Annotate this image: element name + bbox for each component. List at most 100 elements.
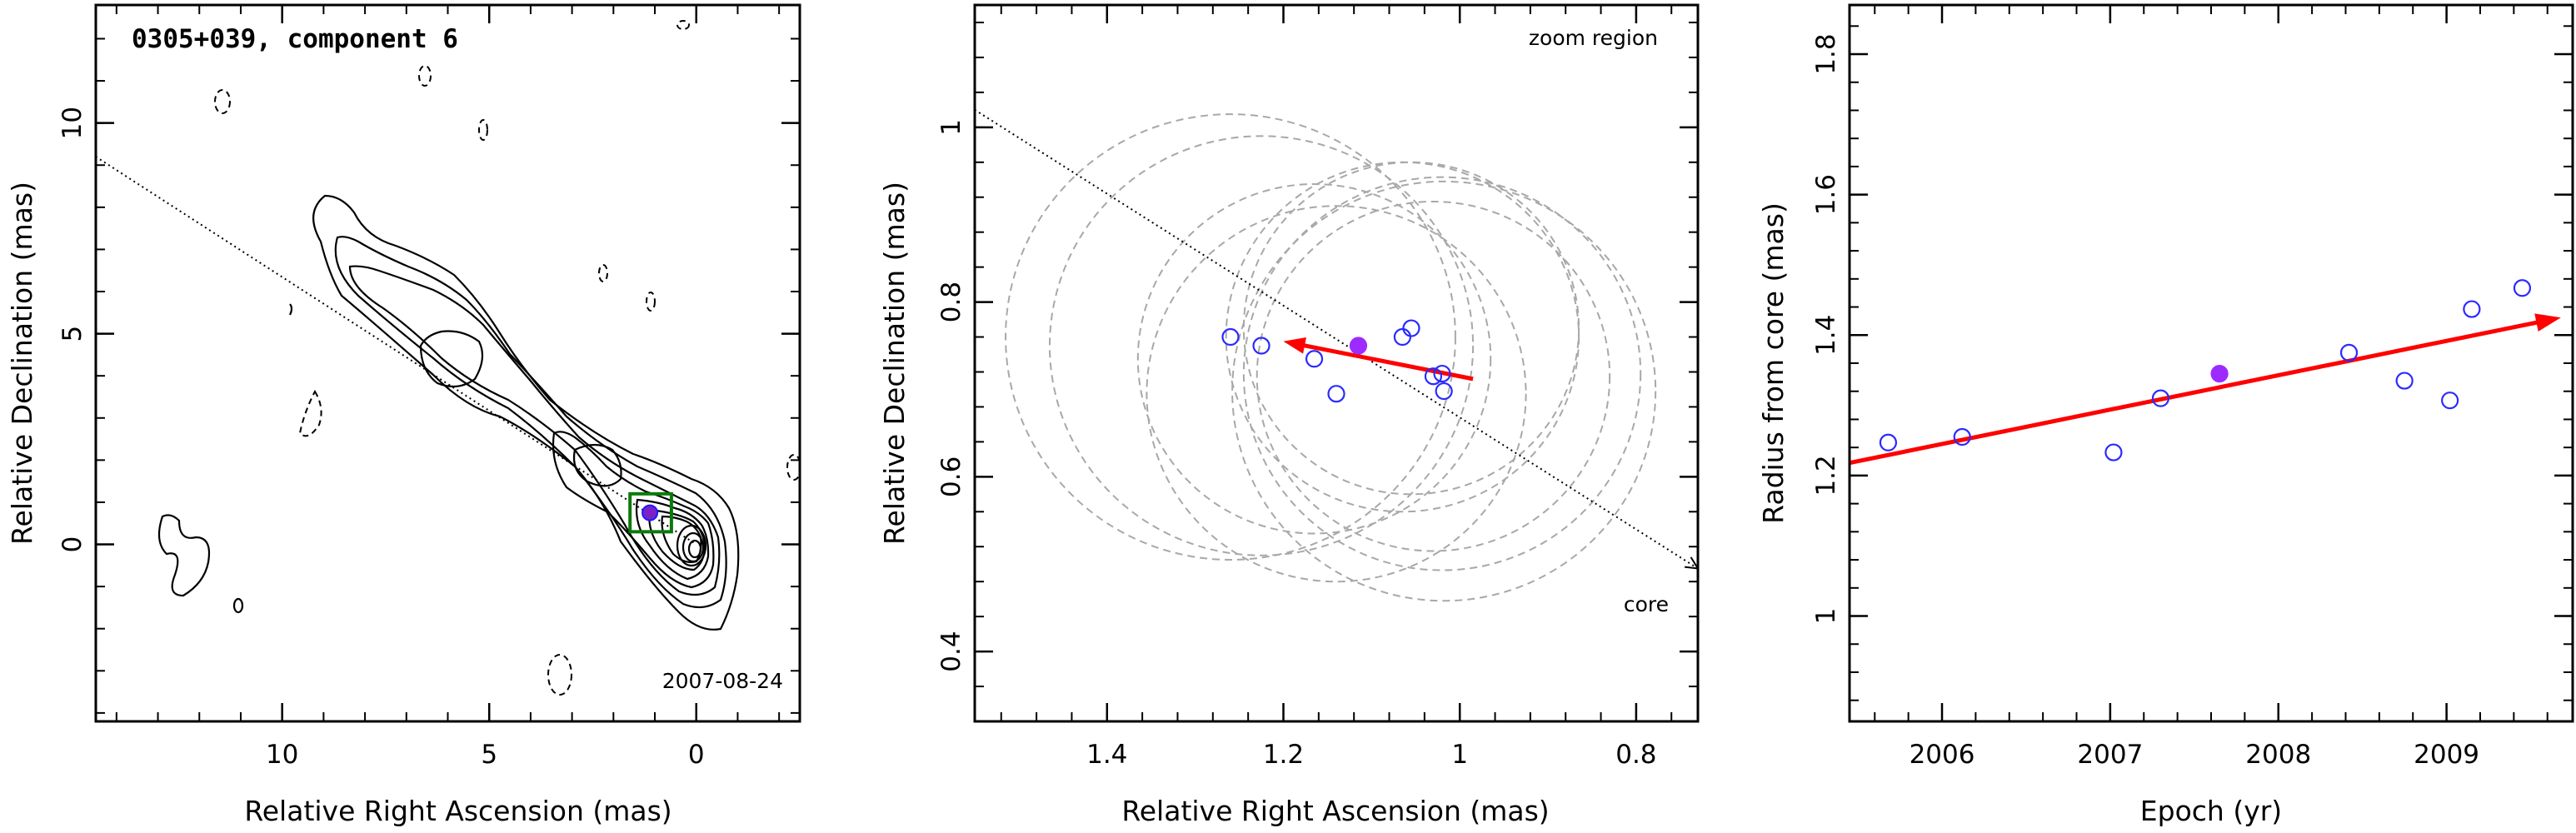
radius-epoch-point bbox=[1953, 427, 1971, 446]
core-direction-arrowhead bbox=[1684, 556, 1698, 570]
contour-core-2 bbox=[681, 531, 705, 563]
contour-map-xlabel: Relative Right Ascension (mas) bbox=[244, 795, 671, 827]
beam-circle bbox=[1005, 113, 1456, 561]
radius-epoch-ytick-label: 1.2 bbox=[1811, 455, 1841, 496]
radius-epoch-xlabel: Epoch (yr) bbox=[2140, 795, 2282, 827]
zoom-panel-xtick-label: 0.8 bbox=[1615, 740, 1656, 770]
radius-epoch-point bbox=[2104, 443, 2123, 461]
radius-epoch-point bbox=[1879, 433, 1898, 451]
zoom-panel-point bbox=[1252, 337, 1271, 355]
motion-vector-arrowhead bbox=[1283, 337, 1306, 354]
radius-epoch-point bbox=[2441, 392, 2459, 410]
contour-map-ytick-label: 0 bbox=[57, 536, 87, 553]
radius-epoch-point bbox=[2395, 372, 2414, 390]
zoom-region-annotation: zoom region bbox=[1529, 26, 1658, 50]
zoom-panel-point bbox=[1435, 382, 1453, 401]
radius-epoch-point bbox=[2513, 279, 2532, 297]
radius-epoch-ylabel: Radius from core (mas) bbox=[1757, 202, 1790, 524]
zoom-panel-point bbox=[1305, 350, 1324, 368]
contour-core-1 bbox=[676, 524, 707, 567]
contour-map-panel: 10 5 0 0 5 10 bbox=[6, 3, 801, 827]
neg-contour-9 bbox=[676, 20, 690, 30]
zoom-panel-point bbox=[1393, 327, 1411, 347]
radius-epoch-point bbox=[2151, 389, 2170, 407]
beam-circle bbox=[1231, 180, 1657, 602]
contour-level-2 bbox=[334, 236, 727, 609]
contour-level-4 bbox=[419, 330, 484, 388]
neg-contour-5 bbox=[646, 292, 656, 312]
contour-map-xtick-label: 10 bbox=[266, 740, 298, 770]
radius-epoch-xtick-label: 2007 bbox=[2077, 740, 2143, 770]
neg-contour-2 bbox=[418, 65, 432, 87]
contour-map-ylabel: Relative Declination (mas) bbox=[6, 182, 38, 545]
beam-circle bbox=[1256, 200, 1611, 552]
radius-fit-arrowhead bbox=[2534, 313, 2561, 332]
radius-epoch-ytick-label: 1.6 bbox=[1811, 174, 1841, 215]
contour-level-1 bbox=[312, 194, 740, 631]
zoom-panel-xtick-label: 1.4 bbox=[1086, 740, 1127, 770]
zoom-panel-ytick-label: 0.4 bbox=[936, 631, 966, 671]
motion-vector-arrow bbox=[1297, 342, 1474, 382]
contour-small-1 bbox=[157, 514, 211, 597]
radius-epoch-panel: 2006 2007 2008 2009 1 1.2 1.4 1.6 1.8 Epoch (yr)… bbox=[1757, 3, 2574, 827]
neg-contour-1 bbox=[214, 89, 231, 114]
zoom-panel-xtick-label: 1.2 bbox=[1263, 740, 1304, 770]
contour-map-ticks: 10 5 0 0 5 10 bbox=[57, 5, 800, 770]
neg-contour-7 bbox=[786, 454, 800, 481]
contour-level-5 bbox=[552, 431, 715, 589]
radius-epoch-ticks: 2006 2007 2008 2009 1 1.2 1.4 1.6 1.8 bbox=[1811, 5, 2573, 770]
beam-circle bbox=[1242, 176, 1642, 571]
radius-epoch-point bbox=[2463, 300, 2481, 318]
radius-epoch-ytick-label: 1.8 bbox=[1811, 33, 1841, 74]
contour-map-xtick-label: 0 bbox=[688, 740, 705, 770]
core-label: core bbox=[1624, 592, 1669, 616]
radius-points bbox=[1879, 279, 2532, 461]
zoom-panel-xtick-label: 1 bbox=[1451, 740, 1468, 770]
contour-map-xtick-label: 5 bbox=[481, 740, 497, 770]
contour-map-frame bbox=[94, 3, 801, 723]
beam-circle bbox=[1048, 135, 1475, 556]
position-points bbox=[1221, 319, 1453, 403]
zoom-panel-ytick-label: 0.6 bbox=[936, 456, 966, 497]
radius-epoch-xtick-label: 2009 bbox=[2414, 740, 2479, 770]
radius-epoch-ytick-label: 1 bbox=[1811, 608, 1841, 625]
radius-fit-arrow bbox=[1850, 319, 2544, 466]
radius-epoch-point bbox=[2339, 343, 2359, 362]
zoom-panel-ytick-label: 1 bbox=[936, 119, 966, 136]
jet-direction-line bbox=[96, 156, 697, 546]
zoom-panel-point bbox=[1327, 385, 1345, 403]
radius-epoch-frame bbox=[1848, 3, 2574, 723]
neg-contour-6 bbox=[298, 389, 322, 437]
zoom-panel-highlight-point bbox=[1349, 337, 1368, 355]
neg-contour-8 bbox=[547, 654, 572, 696]
beam-circle bbox=[1146, 205, 1527, 583]
zoom-panel-ytick-label: 0.8 bbox=[936, 282, 966, 322]
beam-circles bbox=[1005, 113, 1657, 602]
zoom-panel-point bbox=[1433, 364, 1451, 383]
zoom-panel-ylabel: Relative Declination (mas) bbox=[878, 182, 911, 545]
contour-small-2 bbox=[232, 597, 244, 614]
zoom-panel-xlabel: Relative Right Ascension (mas) bbox=[1121, 795, 1549, 827]
neg-contour-3 bbox=[478, 119, 488, 141]
radius-epoch-xtick-label: 2008 bbox=[2245, 740, 2311, 770]
contour-map-title: 0305+039, component 6 bbox=[132, 24, 458, 54]
negative-contours bbox=[214, 20, 800, 696]
radius-epoch-highlight-point bbox=[2210, 365, 2229, 383]
observation-date: 2007-08-24 bbox=[662, 669, 783, 693]
contour-map-ytick-label: 5 bbox=[57, 326, 87, 342]
neg-contour-4 bbox=[598, 264, 608, 282]
contour-core-3 bbox=[687, 539, 702, 559]
component-marker bbox=[642, 504, 659, 521]
beam-circle bbox=[1242, 161, 1580, 496]
contour-level-7 bbox=[635, 498, 710, 581]
zoom-panel-ticks: 1.4 1.2 1 0.8 0.4 0.6 0.8 1 bbox=[936, 5, 1698, 770]
beam-circle bbox=[1136, 183, 1492, 535]
zoom-region-box bbox=[628, 491, 673, 534]
zoom-panel-point bbox=[1402, 319, 1420, 337]
jet-contours bbox=[157, 194, 740, 631]
zoom-panel-point bbox=[1424, 367, 1443, 386]
zoom-panel-point bbox=[1221, 327, 1240, 347]
contour-small-3 bbox=[289, 303, 293, 316]
zoom-panel: 1.4 1.2 1 0.8 0.4 0.6 0.8 1 zoom region core Re… bbox=[878, 3, 1700, 827]
